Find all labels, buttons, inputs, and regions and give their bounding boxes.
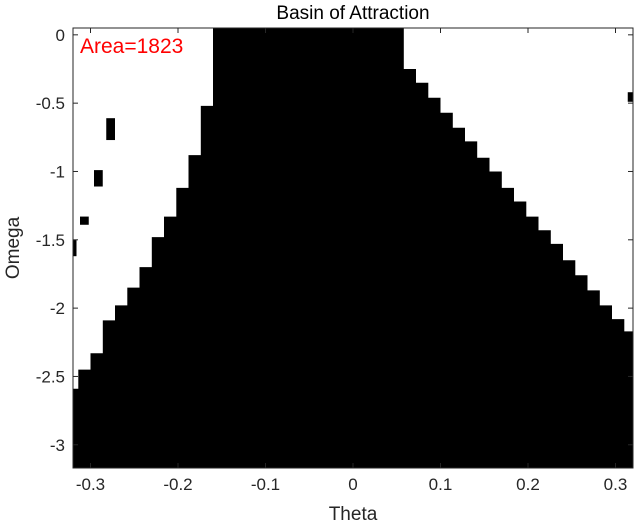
x-axis-label: Theta: [329, 504, 378, 525]
chart-title: Basin of Attraction: [276, 3, 429, 24]
x-tick-label: -0.3: [76, 475, 105, 494]
y-axis-label: Omega: [3, 216, 24, 279]
x-tick-label: -0.2: [163, 475, 192, 494]
y-tick-label: -3: [50, 436, 65, 455]
basin-region: [73, 28, 633, 468]
x-tick-label: 0.2: [516, 475, 540, 494]
x-axis: -0.3 -0.2 -0.1 0 0.1 0.2 0.3: [76, 28, 627, 494]
x-tick-label: 0.3: [604, 475, 628, 494]
y-tick-label: -1.5: [36, 231, 65, 250]
y-tick-label: -1: [50, 162, 65, 181]
basin-island-4: [80, 216, 89, 225]
x-tick-label: -0.1: [251, 475, 280, 494]
plot-area: [72, 27, 634, 469]
y-tick-label: 0: [56, 26, 65, 45]
x-tick-label: 0.1: [429, 475, 453, 494]
y-axis: 0 -0.5 -1 -1.5 -2 -2.5 -3: [36, 26, 633, 455]
x-tick-label: 0: [348, 475, 357, 494]
area-annotation: Area=1823: [80, 35, 183, 58]
y-tick-label: -0.5: [36, 94, 65, 113]
basin-island-5: [73, 239, 77, 257]
basin-island-3: [94, 170, 103, 187]
basin-island-2: [106, 118, 115, 141]
y-tick-label: -2: [50, 299, 65, 318]
y-tick-label: -2.5: [36, 367, 65, 386]
basin-island-1: [627, 92, 633, 102]
